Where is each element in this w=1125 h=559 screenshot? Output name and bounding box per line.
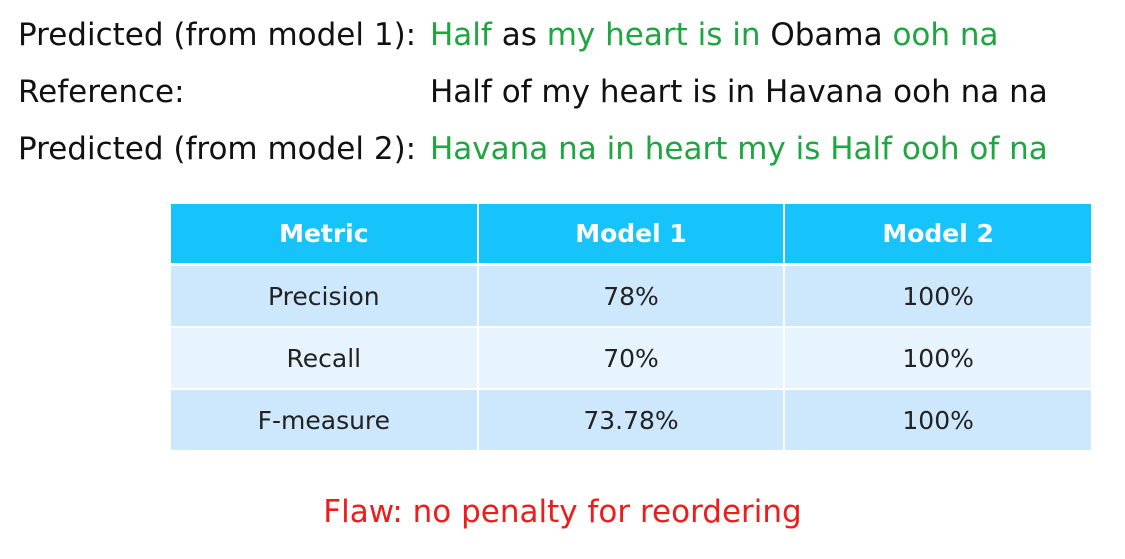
metric-name-cell: Recall bbox=[171, 327, 479, 390]
table-row: F-measure 73.78% 100% bbox=[171, 389, 1091, 452]
matched-word: ooh na bbox=[892, 17, 999, 53]
table-header-row: Metric Model 1 Model 2 bbox=[171, 204, 1091, 266]
table-row: Recall 70% 100% bbox=[171, 327, 1091, 390]
column-header: Model 1 bbox=[476, 204, 786, 266]
column-header: Model 2 bbox=[783, 204, 1091, 266]
model-2-value-cell: 100% bbox=[783, 264, 1091, 328]
unmatched-word: Obama bbox=[770, 17, 883, 53]
column-header: Metric bbox=[171, 204, 479, 266]
matched-word: my heart is in bbox=[546, 17, 761, 53]
matched-word: Havana na in heart my is Half ooh of na bbox=[430, 131, 1048, 167]
reference-row: Reference: Half of my heart is in Havana … bbox=[18, 67, 1118, 124]
matched-word: Half bbox=[430, 17, 492, 53]
unmatched-word: as bbox=[501, 17, 537, 53]
row-label: Predicted (from model 1): bbox=[18, 17, 417, 53]
predicted-model-1-row: Predicted (from model 1): Half as my hear… bbox=[18, 10, 1118, 67]
sentence-comparison: Predicted (from model 1): Half as my hear… bbox=[18, 10, 1118, 181]
flaw-note: Flaw: no penalty for reordering bbox=[323, 494, 802, 530]
metrics-table: Metric Model 1 Model 2 Precision 78% 100… bbox=[171, 204, 1091, 452]
table-row: Precision 78% 100% bbox=[171, 264, 1091, 328]
model-2-value-cell: 100% bbox=[783, 327, 1091, 390]
model-1-value-cell: 70% bbox=[476, 327, 786, 390]
predicted-model-2-row: Predicted (from model 2): Havana na in he… bbox=[18, 124, 1118, 181]
metric-name-cell: F-measure bbox=[171, 389, 479, 452]
reference-sentence: Half of my heart is in Havana ooh na na bbox=[430, 74, 1048, 110]
model-1-value-cell: 78% bbox=[476, 264, 786, 328]
model-2-value-cell: 100% bbox=[783, 389, 1091, 452]
row-label: Predicted (from model 2): bbox=[18, 131, 417, 167]
model-1-value-cell: 73.78% bbox=[476, 389, 786, 452]
metric-name-cell: Precision bbox=[171, 264, 479, 328]
row-label: Reference: bbox=[18, 74, 185, 110]
